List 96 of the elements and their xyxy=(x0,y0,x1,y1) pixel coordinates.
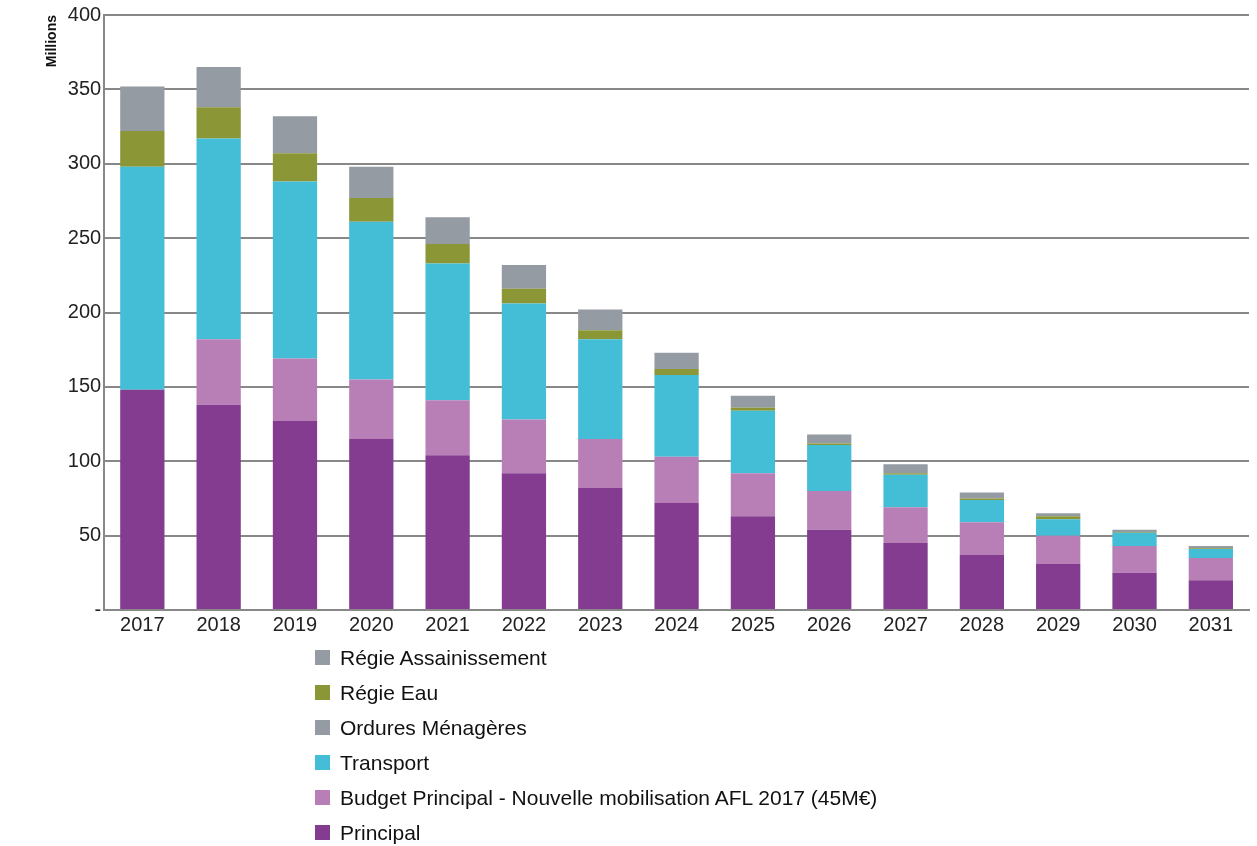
bar xyxy=(272,358,318,422)
bar xyxy=(501,473,547,609)
legend-label: Principal xyxy=(340,820,421,845)
bar xyxy=(730,516,776,609)
bar xyxy=(1112,572,1157,609)
legend-label: Transport xyxy=(340,750,430,775)
bar xyxy=(1188,549,1233,558)
legend-label: Ordures Ménagères xyxy=(340,715,527,740)
y-tick-label: 150 xyxy=(67,374,102,397)
bar xyxy=(807,491,852,530)
x-tick-label: 2022 xyxy=(501,612,547,635)
bar xyxy=(196,339,241,405)
x-tick-label: 2026 xyxy=(806,612,852,635)
x-tick-label: 2021 xyxy=(425,612,470,635)
bar xyxy=(501,288,547,304)
y-tick-label: 200 xyxy=(67,300,102,323)
legend-label: Régie Eau xyxy=(340,680,439,705)
bar xyxy=(654,502,699,609)
bar xyxy=(120,166,165,390)
y-tick-label: 100 xyxy=(67,448,102,471)
bar xyxy=(349,166,394,198)
bar xyxy=(1112,546,1157,573)
bar xyxy=(196,107,241,139)
bar xyxy=(425,263,470,401)
bar xyxy=(1112,532,1157,547)
bar xyxy=(883,474,928,508)
bar xyxy=(654,352,699,370)
bar xyxy=(959,492,1005,499)
x-tick-label: 2019 xyxy=(272,612,318,635)
bar xyxy=(501,419,547,474)
bar xyxy=(196,404,241,609)
y-tick-label: 300 xyxy=(67,151,102,174)
bar xyxy=(730,473,776,517)
bar xyxy=(578,438,623,489)
bar xyxy=(501,303,547,420)
y-tick-label: - xyxy=(94,597,102,620)
bar xyxy=(349,197,394,222)
y-tick-label: 250 xyxy=(67,225,102,248)
x-tick-label: 2024 xyxy=(654,612,699,635)
bar xyxy=(120,131,165,167)
bar xyxy=(120,389,165,609)
x-tick-label: 2020 xyxy=(349,612,394,635)
x-tick-label: 2017 xyxy=(120,612,165,635)
x-tick-label: 2027 xyxy=(883,612,928,635)
bar xyxy=(578,488,623,609)
bar xyxy=(883,543,928,609)
bar xyxy=(730,395,776,408)
bar xyxy=(196,138,241,340)
bar xyxy=(807,434,852,444)
y-tick-label: 400 xyxy=(67,2,102,25)
bar xyxy=(578,309,623,331)
bar xyxy=(196,67,241,108)
bar xyxy=(578,339,623,439)
bar xyxy=(1188,580,1233,609)
legend-label: Régie Assainissement xyxy=(340,645,547,670)
bar xyxy=(883,507,928,544)
bar xyxy=(1036,519,1081,536)
bar xyxy=(730,410,776,474)
x-tick-label: 2028 xyxy=(959,612,1005,635)
bar xyxy=(425,217,470,245)
x-tick-label: 2030 xyxy=(1112,612,1157,635)
bar xyxy=(1036,535,1081,564)
bar xyxy=(1188,557,1233,581)
bar xyxy=(349,438,394,609)
bar xyxy=(425,455,470,609)
bar xyxy=(654,374,699,457)
bar xyxy=(959,554,1005,609)
bar xyxy=(425,400,470,456)
bar xyxy=(1036,563,1081,609)
bar xyxy=(272,181,318,359)
bar xyxy=(578,330,623,340)
bar xyxy=(349,379,394,439)
bar xyxy=(349,221,394,380)
x-tick-label: 2023 xyxy=(578,612,623,635)
bar xyxy=(425,244,470,264)
x-tick-label: 2031 xyxy=(1188,612,1234,635)
x-tick-label: 2025 xyxy=(730,612,776,635)
bar xyxy=(730,407,776,411)
bar xyxy=(959,522,1005,555)
bar xyxy=(654,456,699,503)
x-tick-label: 2018 xyxy=(196,612,241,635)
bar xyxy=(272,116,318,154)
bar xyxy=(120,86,165,132)
x-tick-label: 2029 xyxy=(1035,612,1081,635)
bar xyxy=(501,264,547,289)
bar xyxy=(959,499,1005,523)
y-tick-label: 50 xyxy=(78,523,102,546)
y-tick-label: 350 xyxy=(67,76,102,99)
y-axis-title: Millions xyxy=(43,14,60,68)
bar xyxy=(272,153,318,182)
legend-label: Budget Principal - Nouvelle mobilisation AFL 2017 (45M€) xyxy=(340,785,878,810)
bar xyxy=(807,444,852,491)
bar xyxy=(807,529,852,609)
bar xyxy=(883,464,928,474)
bar xyxy=(272,421,318,609)
bar xyxy=(654,369,699,375)
